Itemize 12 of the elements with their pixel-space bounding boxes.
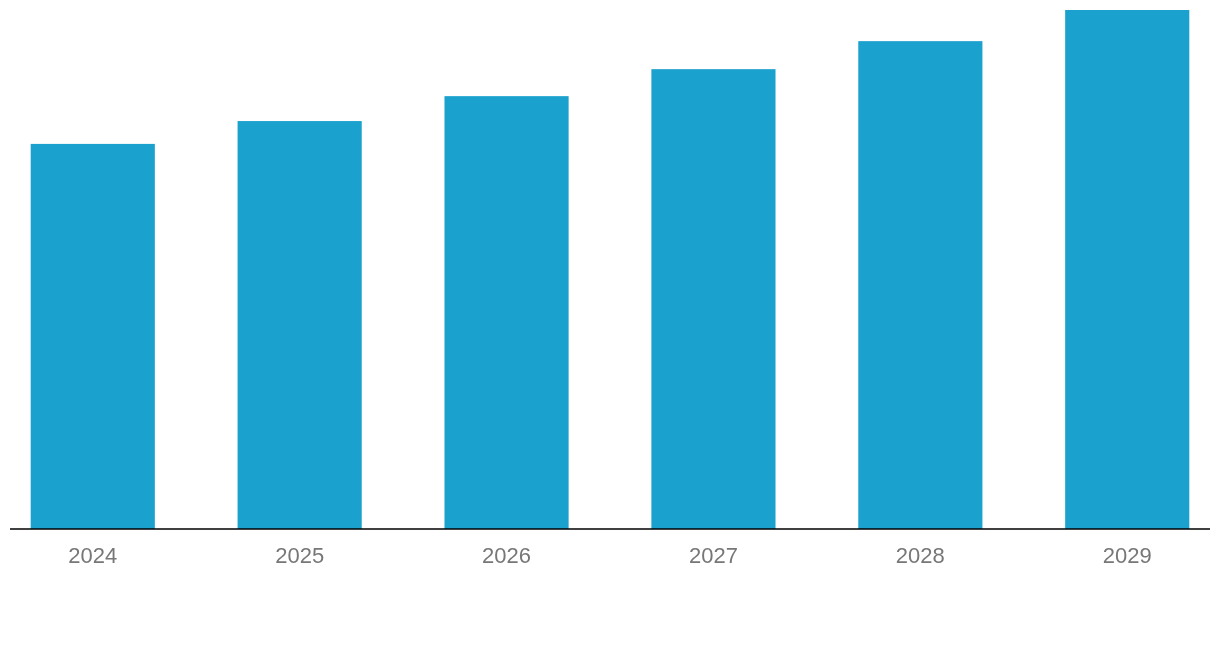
bar bbox=[651, 69, 776, 529]
x-tick-label: 2028 bbox=[895, 543, 945, 568]
bar bbox=[30, 143, 155, 529]
x-tick-label: 2026 bbox=[482, 543, 532, 568]
bar bbox=[237, 121, 362, 529]
x-tick-label: 2027 bbox=[688, 543, 738, 568]
bar bbox=[858, 41, 983, 529]
x-tick-label: 2024 bbox=[68, 543, 118, 568]
x-tick-label: 2029 bbox=[1102, 543, 1152, 568]
bar bbox=[1065, 10, 1190, 529]
bar bbox=[444, 96, 569, 529]
x-tick-label: 2025 bbox=[275, 543, 325, 568]
